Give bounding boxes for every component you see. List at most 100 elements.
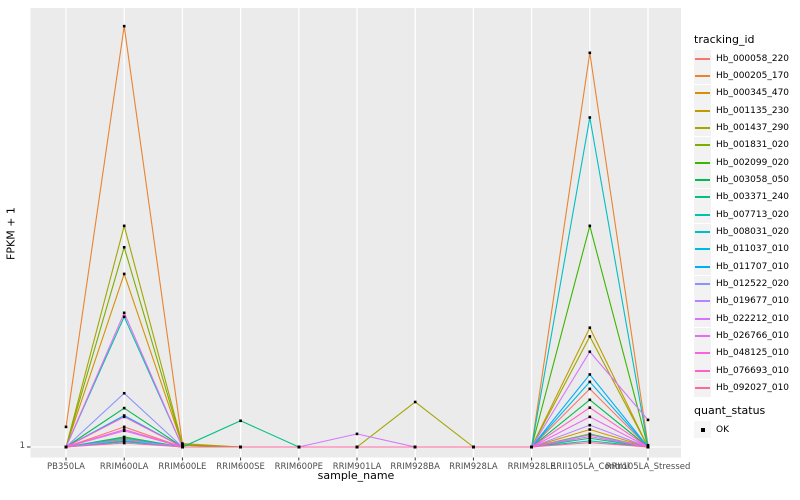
x-tick-label-RRII105LA_Stressed: RRII105LA_Stressed <box>605 462 691 472</box>
legend-item-Hb_002099_020: Hb_002099_020 <box>694 154 789 172</box>
legend-key-line-icon <box>694 136 711 154</box>
legend-key-line-icon <box>694 119 711 137</box>
legend-key-line-icon <box>694 258 711 276</box>
data-point-Hb_026766_010-RRIM600LA <box>122 311 126 315</box>
legend-key-point-icon <box>694 421 711 438</box>
y-tick-label: 1 <box>19 441 25 451</box>
data-point-Hb_019677_010-RRII105LA_Control <box>588 423 592 427</box>
x-tick-label-RRII105LA_Control: RRII105LA_Control <box>550 462 630 472</box>
legend-item-Hb_048125_010: Hb_048125_010 <box>694 344 790 362</box>
legend-item-label: Hb_011037_010 <box>716 244 790 255</box>
legend-key-line-icon <box>694 154 711 172</box>
legend-item-Hb_001135_230: Hb_001135_230 <box>694 102 790 120</box>
legend-item-label: Hb_076693_010 <box>716 365 790 376</box>
legend-title-tracking-id: tracking_id <box>694 33 755 46</box>
x-tick-label-RRIM901LA: RRIM901LA <box>332 462 382 472</box>
legend-item-Hb_000205_170: Hb_000205_170 <box>694 67 790 85</box>
legend: tracking_id Hb_000058_220 Hb_000205_170 Hb… <box>688 0 800 500</box>
data-point-Hb_011707_010-RRII105LA_Control <box>588 373 592 376</box>
legend-item-Hb_019677_010: Hb_019677_010 <box>694 292 790 310</box>
data-point-Hb_011707_010-RRIM600LA <box>122 414 126 417</box>
data-point-Hb_092027_010-RRIM928LA <box>472 445 475 449</box>
data-point-Hb_022212_010-RRII105LA_Control <box>588 350 592 354</box>
x-tick-label-RRIM928BA: RRIM928BA <box>390 462 440 472</box>
data-point-Hb_001831_020-RRIM600LE <box>181 443 184 447</box>
data-point-Hb_048125_010-RRII105LA_Control <box>588 435 592 438</box>
legend-item-Hb_076693_010: Hb_076693_010 <box>694 362 790 380</box>
data-point-Hb_048125_010-RRIM600LA <box>122 428 126 431</box>
data-point-Hb_011037_010-RRII105LA_Control <box>588 380 592 384</box>
legend-item-label: Hb_003371_240 <box>716 192 790 203</box>
legend-key-line-icon <box>694 310 711 328</box>
legend-item-Hb_008031_020: Hb_008031_020 <box>694 223 790 241</box>
legend-item-Hb_092027_010: Hb_092027_010 <box>694 379 789 397</box>
legend-key-line-icon <box>694 379 711 397</box>
legend-item-Hb_000058_220: Hb_000058_220 <box>694 50 789 67</box>
legend-key-line-icon <box>694 102 711 120</box>
legend-key-line-icon <box>694 50 711 67</box>
data-point-Hb_001437_290-RRIM600LA <box>122 224 126 228</box>
data-point-Hb_092027_010-RRIM928LE <box>530 445 533 449</box>
legend-key-line-icon <box>694 362 711 380</box>
data-point-Hb_011037_010-RRIM600LA <box>122 436 126 440</box>
data-point-Hb_076693_010-RRIM600LA <box>122 415 126 419</box>
data-point-Hb_092027_010-RRIM600PE <box>297 445 301 449</box>
legend-key-line-icon <box>694 223 711 241</box>
legend-item-Hb_026766_010: Hb_026766_010 <box>694 327 790 345</box>
data-point-Hb_019677_010-RRIM600LA <box>122 438 126 442</box>
legend-item-Hb_003058_050: Hb_003058_050 <box>694 171 790 189</box>
data-point-Hb_000345_470-RRII105LA_Control <box>588 428 592 431</box>
legend-key-line-icon <box>694 188 711 206</box>
legend-key-line-icon <box>694 67 711 85</box>
legend-key-line-icon <box>694 344 711 362</box>
data-point-Hb_008031_020-RRII105LA_Control <box>588 116 592 119</box>
legend-key-line-icon <box>694 206 711 224</box>
legend-key-line-icon <box>694 240 711 258</box>
legend-item-Hb_003371_240: Hb_003371_240 <box>694 188 790 206</box>
legend-item-label: Hb_008031_020 <box>716 227 790 237</box>
legend-key-line-icon <box>694 275 711 293</box>
legend-item-label: Hb_048125_010 <box>716 348 790 359</box>
legend-item-Hb_000345_470: Hb_000345_470 <box>694 84 790 102</box>
data-point-Hb_003371_240-RRII105LA_Control <box>588 436 592 440</box>
data-point-Hb_092027_010-RRIM600LE <box>181 445 184 449</box>
data-point-Hb_022212_010-RRII105LA_Stressed <box>646 418 650 422</box>
legend-item-Hb_007713_020: Hb_007713_020 <box>694 206 789 224</box>
data-point-Hb_000058_220-RRII105LA_Control <box>588 387 592 391</box>
legend-item-label: Hb_000345_470 <box>716 88 790 99</box>
data-point-Hb_003371_240-RRIM600SE <box>239 419 242 423</box>
legend-item-label: Hb_026766_010 <box>716 331 790 342</box>
data-point-Hb_012522_020-RRII105LA_Control <box>588 433 592 437</box>
data-point-Hb_022212_010-RRIM901LA <box>355 432 359 436</box>
legend-item-label: OK <box>716 424 729 435</box>
legend-item-Hb_001831_020: Hb_001831_020 <box>694 136 790 154</box>
legend-item-label: Hb_022212_010 <box>716 313 790 324</box>
data-point-Hb_007713_020-RRII105LA_Control <box>588 439 592 443</box>
legend-item-quant-OK: OK <box>694 421 729 438</box>
legend-item-label: Hb_000058_220 <box>716 53 790 64</box>
legend-key-line-icon <box>694 292 711 310</box>
legend-item-label: Hb_000205_170 <box>716 70 790 81</box>
data-point-Hb_000345_470-RRIM600LA <box>122 272 126 276</box>
data-point-Hb_092027_010-RRII105LA_Stressed <box>646 445 650 449</box>
x-tick-label-RRIM600LE: RRIM600LE <box>158 462 207 472</box>
data-point-Hb_022212_010-RRIM600LA <box>122 429 126 433</box>
legend-item-label: Hb_003058_050 <box>716 174 790 185</box>
legend-item-Hb_001437_290: Hb_001437_290 <box>694 119 789 137</box>
legend-item-label: Hb_001831_020 <box>716 140 790 151</box>
data-point-Hb_092027_010-RRIM600LA <box>122 441 126 445</box>
legend-item-Hb_011707_010: Hb_011707_010 <box>694 258 789 276</box>
legend-item-label: Hb_001135_230 <box>716 105 790 116</box>
data-point-Hb_001135_230-RRII105LA_Control <box>588 326 592 329</box>
data-point-Hb_000205_170-RRII105LA_Stressed <box>646 443 650 447</box>
data-point-Hb_092027_010-RRII105LA_Control <box>588 441 592 444</box>
data-point-Hb_001437_290-RRIM928BA <box>413 400 417 404</box>
x-tick-label-RRIM928LE: RRIM928LE <box>507 462 556 472</box>
legend-item-label: Hb_019677_010 <box>716 296 790 307</box>
data-point-Hb_092027_010-RRIM901LA <box>355 445 359 449</box>
y-axis-title: FPKM + 1 <box>4 207 18 260</box>
plot-panel <box>30 8 681 458</box>
data-point-Hb_002099_020-RRII105LA_Control <box>588 224 592 228</box>
data-point-Hb_000205_170-RRII105LA_Control <box>588 51 592 55</box>
